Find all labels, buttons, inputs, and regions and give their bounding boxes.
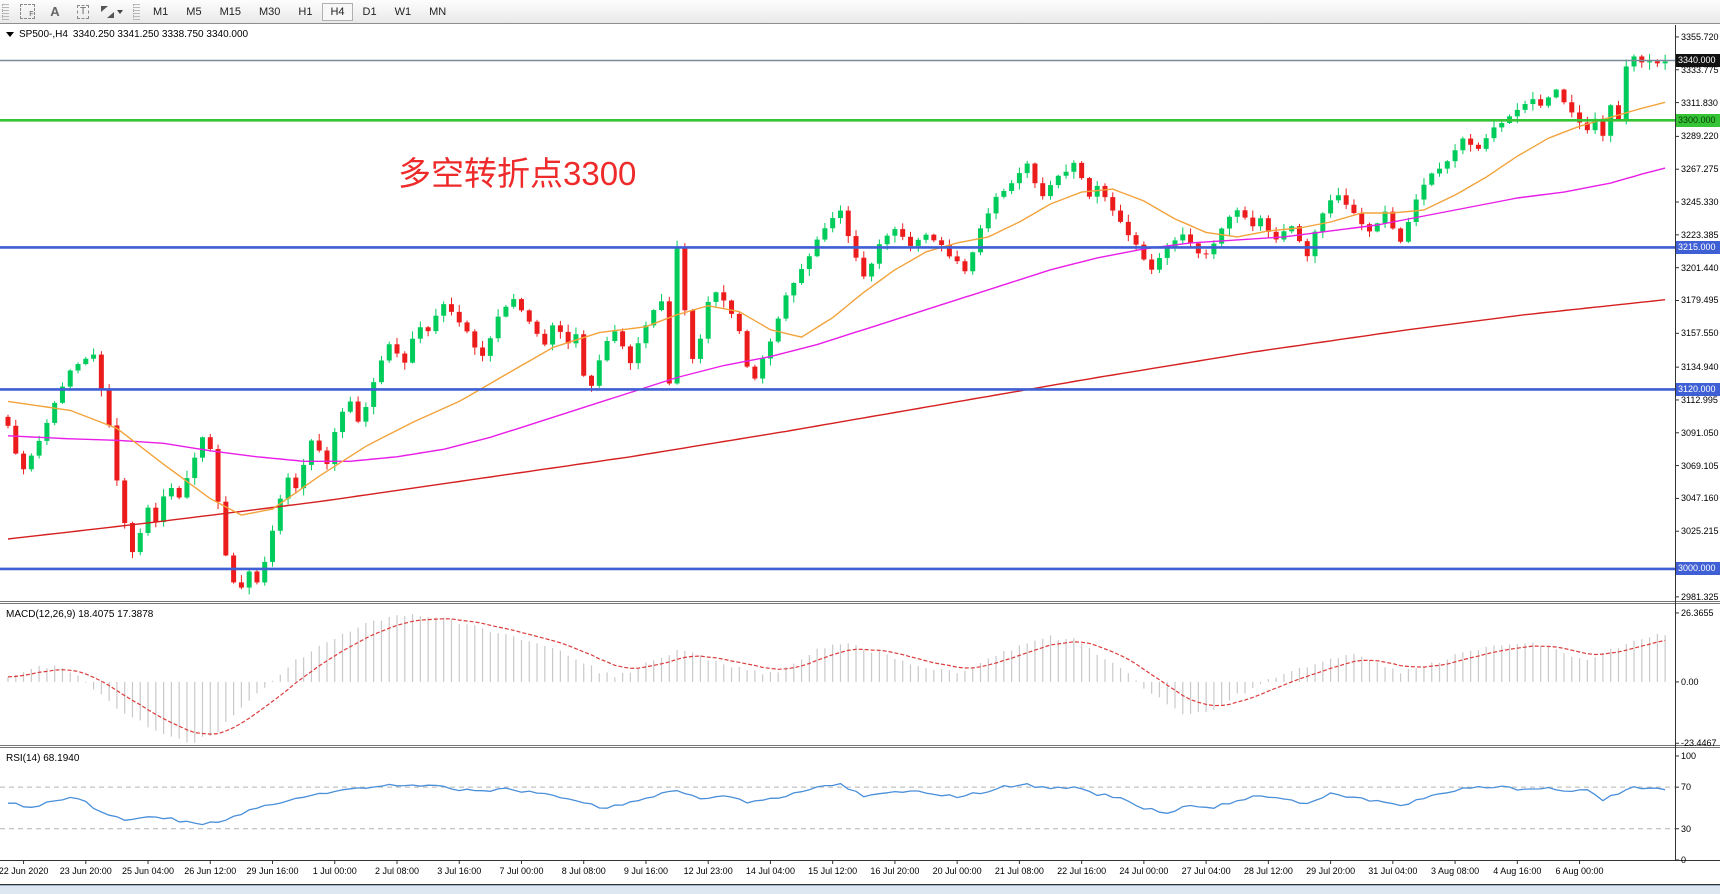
macd-tick-label: 26.3655 bbox=[1681, 607, 1714, 618]
time-label: 27 Jul 04:00 bbox=[1181, 866, 1231, 876]
bottom-border bbox=[0, 884, 1720, 885]
timeframe-m15-button[interactable]: M15 bbox=[212, 3, 249, 21]
text-label-icon: A bbox=[50, 4, 60, 19]
time-axis-line bbox=[0, 860, 1720, 861]
rsi-tick-label: 70 bbox=[1681, 782, 1692, 793]
price-tick-label: 3157.550 bbox=[1681, 328, 1719, 339]
symbol-header[interactable]: SP500-,H4 3340.250 3341.250 3338.750 334… bbox=[6, 29, 248, 40]
timeframe-h1-button[interactable]: H1 bbox=[290, 3, 320, 21]
symbol-name: SP500-,H4 bbox=[19, 29, 68, 40]
price-tag-support-1: 3215.000 bbox=[1676, 240, 1720, 254]
price-tick-label: 3201.440 bbox=[1681, 262, 1719, 273]
price-tick-label: 3047.160 bbox=[1681, 493, 1719, 504]
time-label: 21 Jul 08:00 bbox=[994, 866, 1044, 876]
price-tick-label: 3112.995 bbox=[1681, 394, 1718, 405]
text-box-icon: T bbox=[76, 4, 90, 19]
timeframe-d1-button[interactable]: D1 bbox=[355, 3, 385, 21]
price-tick-label: 3091.050 bbox=[1681, 427, 1719, 438]
price-tick-label: 3311.830 bbox=[1681, 97, 1718, 108]
pane-separator-rsi[interactable] bbox=[0, 745, 1720, 748]
time-label: 29 Jun 16:00 bbox=[246, 866, 299, 876]
price-tick-label: 3355.720 bbox=[1681, 31, 1719, 42]
rsi-tick-label: 100 bbox=[1681, 750, 1697, 761]
timeframe-m5-button[interactable]: M5 bbox=[178, 3, 209, 21]
time-label: 16 Jul 20:00 bbox=[870, 866, 920, 876]
time-label: 2 Jul 08:00 bbox=[374, 866, 420, 876]
macd-tick-label: 0.00 bbox=[1681, 676, 1699, 687]
pane-separator-macd[interactable] bbox=[0, 601, 1720, 604]
time-label: 14 Jul 04:00 bbox=[745, 866, 795, 876]
macd-histogram bbox=[7, 614, 1666, 743]
price-tick-label: 3179.495 bbox=[1681, 295, 1719, 306]
ma-fast-line bbox=[7, 101, 1666, 516]
text-label-tool-button[interactable]: A bbox=[43, 2, 67, 22]
arrows-icon bbox=[100, 5, 114, 18]
price-tick-label: 3134.940 bbox=[1681, 362, 1719, 373]
collapse-triangle-icon[interactable] bbox=[6, 32, 14, 37]
chart-annotation: 多空转折点3300 bbox=[398, 155, 637, 192]
macd-signal-line bbox=[7, 618, 1666, 735]
timeframe-mn-button[interactable]: MN bbox=[421, 3, 454, 21]
timeframe-h4-button[interactable]: H4 bbox=[322, 2, 353, 21]
time-label: 23 Jun 20:00 bbox=[59, 866, 112, 876]
text-box-tool-button[interactable]: T bbox=[71, 2, 95, 22]
time-label: 22 Jul 16:00 bbox=[1057, 866, 1107, 876]
time-label: 24 Jul 00:00 bbox=[1119, 866, 1169, 876]
rsi-line bbox=[8, 782, 1666, 826]
price-tag-pivot: 3300.000 bbox=[1676, 113, 1720, 127]
time-label: 3 Jul 16:00 bbox=[437, 866, 482, 876]
time-label: 25 Jun 04:00 bbox=[122, 866, 175, 876]
fibo-grid-tool-button[interactable]: F bbox=[15, 2, 39, 22]
price-tick-label: 3025.215 bbox=[1681, 526, 1719, 537]
candles[interactable] bbox=[5, 54, 1668, 595]
timeframe-group: M1 M5 M15 M30 H1 H4 D1 W1 MN bbox=[144, 2, 455, 21]
price-tick-label: 2981.325 bbox=[1681, 591, 1719, 602]
time-label: 26 Jun 12:00 bbox=[184, 866, 237, 876]
time-label: 28 Jul 12:00 bbox=[1243, 866, 1293, 876]
price-tick-label: 3245.330 bbox=[1681, 197, 1719, 208]
price-tag-support-2: 3120.000 bbox=[1676, 382, 1720, 396]
time-label: 7 Jul 00:00 bbox=[499, 866, 544, 876]
price-tick-label: 3289.220 bbox=[1681, 131, 1719, 142]
rsi-tick-label: 30 bbox=[1681, 823, 1692, 834]
time-label: 1 Jul 00:00 bbox=[312, 866, 357, 876]
price-tick-label: 3333.775 bbox=[1681, 64, 1719, 75]
price-tag-bid-line: 3340.000 bbox=[1676, 53, 1720, 67]
macd-tick-label: -23.4467 bbox=[1681, 738, 1717, 749]
time-label: 31 Jul 04:00 bbox=[1368, 866, 1418, 876]
timeframe-w1-button[interactable]: W1 bbox=[387, 3, 420, 21]
time-label: 22 Jun 2020 bbox=[0, 866, 49, 876]
rsi-indicator-label: RSI(14) 68.1940 bbox=[6, 753, 80, 764]
time-label: 4 Aug 16:00 bbox=[1493, 866, 1542, 876]
price-tick-label: 3223.385 bbox=[1681, 229, 1719, 240]
time-label: 20 Jul 00:00 bbox=[932, 866, 982, 876]
macd-indicator-label: MACD(12,26,9) 18.4075 17.3878 bbox=[6, 609, 154, 620]
time-label: 6 Aug 00:00 bbox=[1555, 866, 1604, 876]
time-label: 15 Jul 12:00 bbox=[808, 866, 858, 876]
price-tag-support-3: 3000.000 bbox=[1676, 562, 1720, 576]
ma-slow-line bbox=[7, 299, 1666, 540]
toolbar-grip[interactable] bbox=[2, 3, 9, 20]
symbol-ohlc: 3340.250 3341.250 3338.750 3340.000 bbox=[72, 29, 249, 40]
rsi-tick-label: 0 bbox=[1681, 854, 1687, 865]
chevron-down-icon bbox=[116, 9, 123, 14]
toolbar: F A T M1 M5 M15 M30 H1 H4 D1 W1 MN bbox=[0, 0, 1720, 24]
price-tick-label: 3267.275 bbox=[1681, 164, 1719, 175]
toolbar-grip-2[interactable] bbox=[133, 3, 140, 20]
time-label: 8 Jul 08:00 bbox=[561, 866, 606, 876]
fibo-grid-icon: F bbox=[19, 4, 35, 19]
time-label: 29 Jul 20:00 bbox=[1306, 866, 1356, 876]
timeframe-m1-button[interactable]: M1 bbox=[145, 3, 176, 21]
time-label: 9 Jul 16:00 bbox=[623, 866, 668, 876]
time-label: 3 Aug 08:00 bbox=[1431, 866, 1480, 876]
time-label: 12 Jul 23:00 bbox=[683, 866, 733, 876]
timeframe-m30-button[interactable]: M30 bbox=[251, 3, 288, 21]
price-tick-label: 3069.105 bbox=[1681, 460, 1719, 471]
price-axis-border bbox=[1675, 25, 1676, 861]
ma-mid-line bbox=[7, 167, 1666, 462]
status-strip bbox=[0, 885, 1720, 894]
arrows-tool-button[interactable] bbox=[99, 2, 123, 22]
